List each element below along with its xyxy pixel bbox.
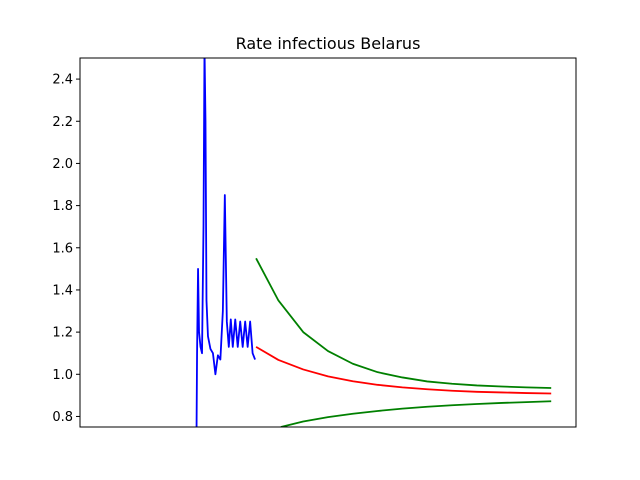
- y-tick-label: 2.4: [52, 73, 73, 88]
- y-tick-label: 1.8: [52, 199, 73, 214]
- y-tick-label: 0.8: [52, 410, 73, 425]
- y-tick-label: 2.0: [52, 157, 73, 172]
- series-line-1: [195, 58, 256, 427]
- y-axis: 0.8 1.0 1.2 1.4 1.6 1.8 2.0 2.2 2.4: [52, 73, 80, 425]
- y-tick-label: 1.4: [52, 283, 73, 298]
- y-tick-label: 1.2: [52, 326, 73, 341]
- series-line-2: [255, 346, 552, 395]
- chart-title: Rate infectious Belarus: [236, 34, 421, 53]
- series-line-4: [280, 400, 552, 427]
- y-tick-label: 1.6: [52, 241, 73, 256]
- y-tick-label: 1.0: [52, 368, 73, 383]
- series-line-3: [255, 257, 552, 389]
- y-tick-label: 2.2: [52, 115, 73, 130]
- plot-series: [195, 58, 552, 427]
- plot-frame: [79, 57, 577, 428]
